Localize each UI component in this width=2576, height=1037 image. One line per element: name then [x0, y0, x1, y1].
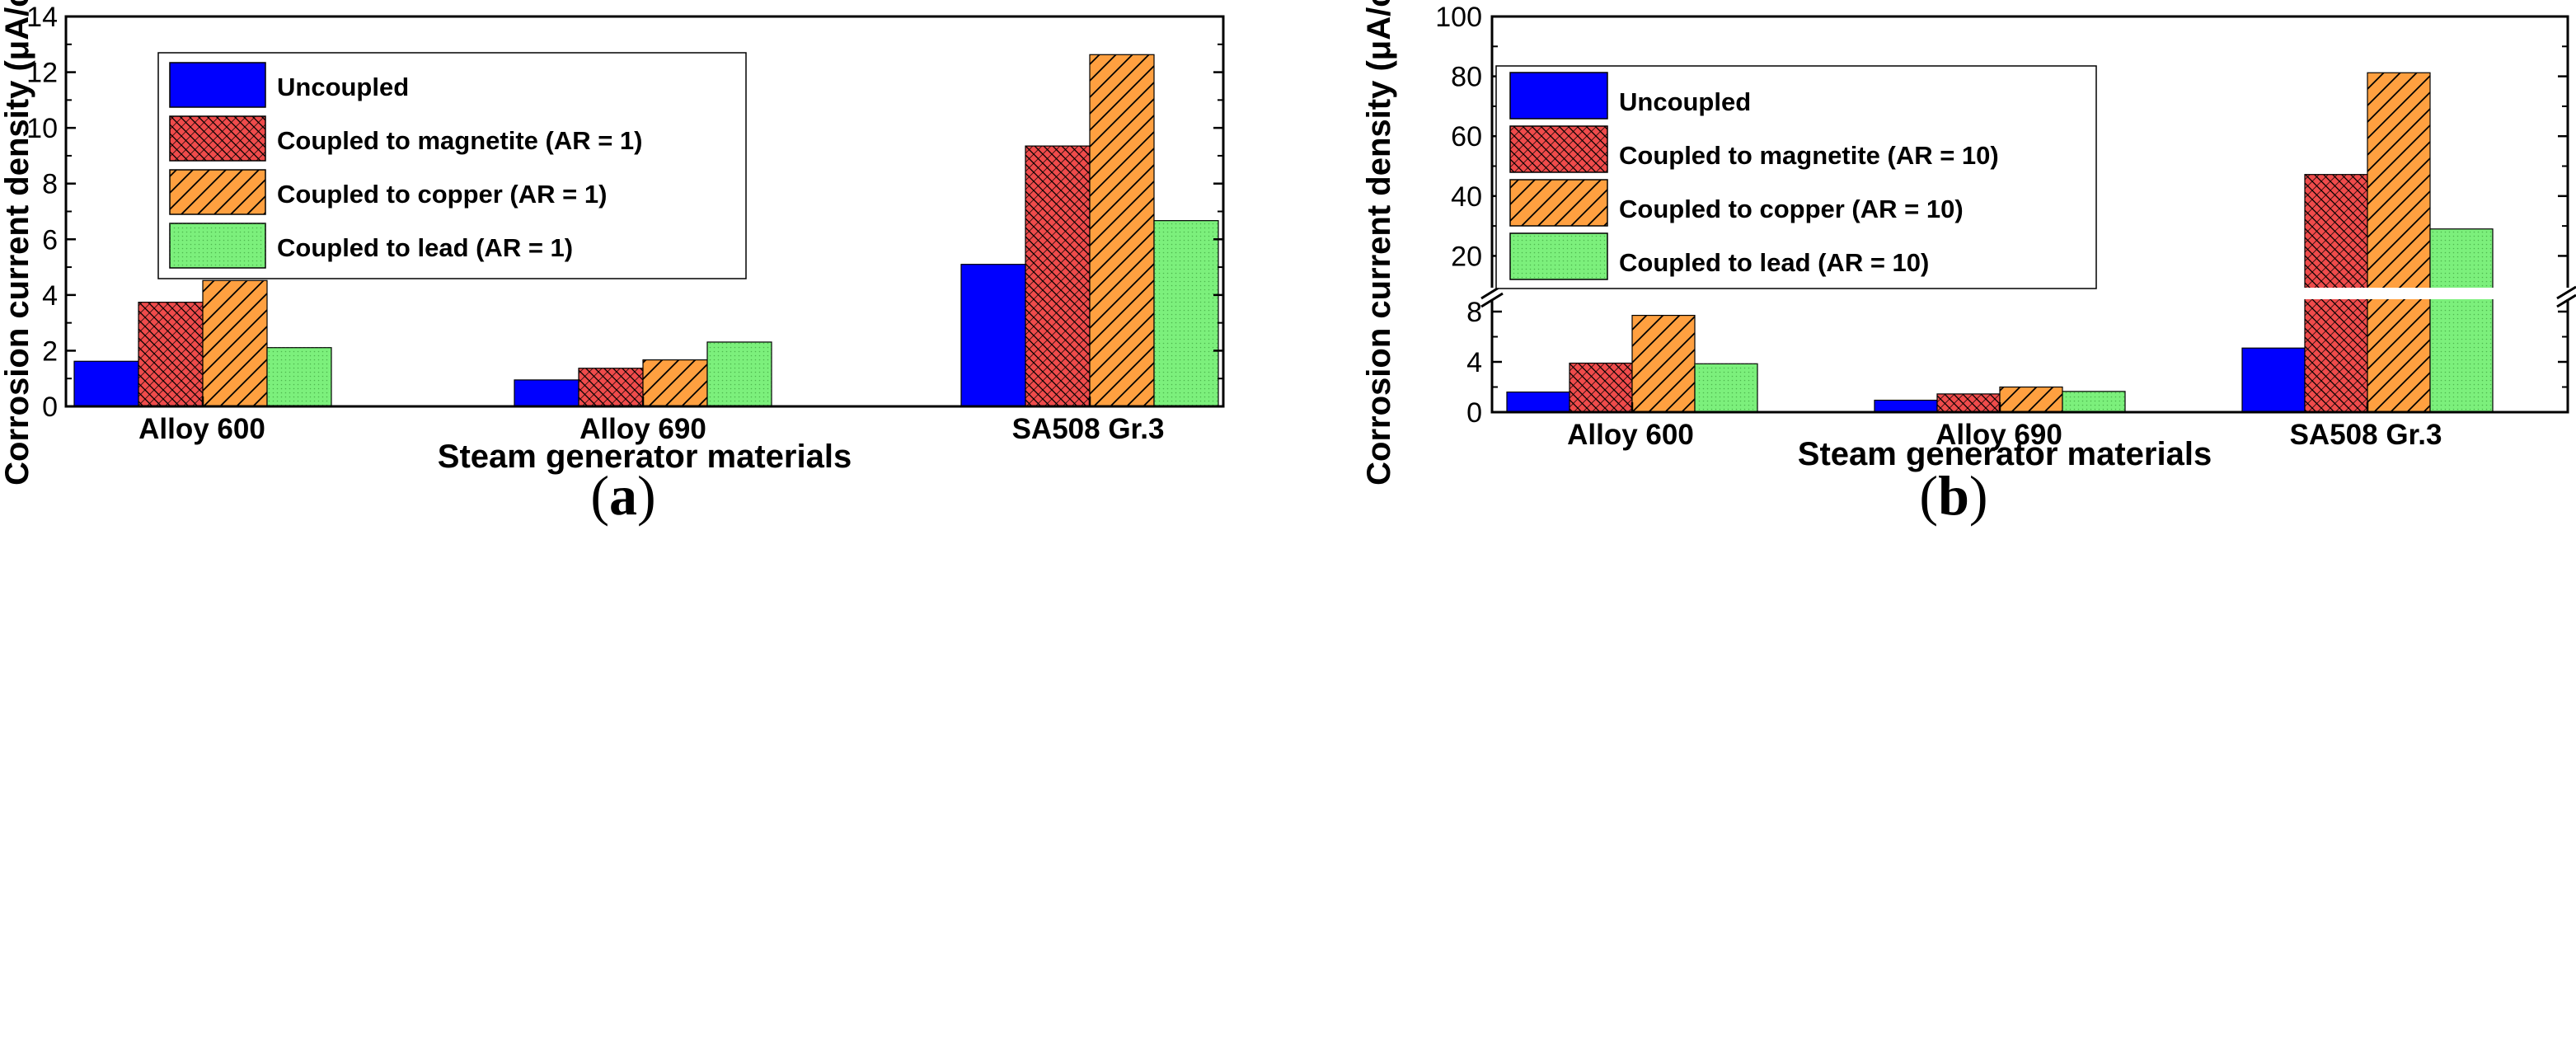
panel-a-bars	[73, 54, 1219, 407]
panel-a-bar-magnetite-1-pattern	[579, 368, 643, 406]
panel-b-bar-uncoupled-0	[1506, 392, 1570, 413]
legend-swatch-uncoupled	[169, 62, 266, 108]
panel-b-bar-lead-0-pattern	[1695, 364, 1757, 412]
panel-a-y-tick-label: 4	[42, 280, 58, 312]
panel-b-bar-lead-2-pattern	[2430, 228, 2493, 412]
panel-b-x-axis-title: Steam generator materials	[1798, 436, 2212, 472]
legend-label-lead: Coupled to lead (AR = 1)	[277, 233, 573, 262]
panel-a-bar-copper-2-pattern	[1090, 54, 1154, 406]
panel-a-bar-lead-1-pattern	[707, 341, 772, 406]
panel-a: 0 2 4 6 8 10 12 14 Alloy 600 Alloy 690 SA508 Gr…	[0, 0, 1225, 527]
panel-b-y-tick-label: 8	[1466, 297, 1482, 328]
legend-label-magnetite: Coupled to magnetite (AR = 10)	[1619, 141, 1999, 170]
panel-b-category-label: SA508 Gr.3	[2290, 419, 2442, 451]
panel-b-bar-copper-0-pattern	[1632, 315, 1695, 412]
panel-a-label: (a)	[590, 464, 655, 527]
panel-a-bar-magnetite-0-pattern	[138, 302, 203, 406]
panel-a-bar-copper-0-pattern	[203, 280, 267, 406]
panel-b-bar-uncoupled-2	[2241, 347, 2306, 413]
panel-a-bar-lead-0-pattern	[267, 347, 331, 406]
legend-label-uncoupled: Uncoupled	[277, 73, 409, 101]
panel-b-category-label: Alloy 600	[1567, 419, 1694, 451]
panel-a-y-tick-label: 8	[42, 169, 58, 200]
panel-b-y-tick-label: 4	[1466, 347, 1482, 378]
panel-b-y-tick-label: 80	[1451, 62, 1482, 93]
panel-a-x-ticks	[201, 396, 1091, 406]
panel-a-category-label: Alloy 690	[579, 413, 706, 445]
panel-a-bar-magnetite-2-pattern	[1025, 146, 1090, 406]
legend-label-lead: Coupled to lead (AR = 10)	[1619, 248, 1929, 277]
panel-b-bars	[1506, 72, 2494, 413]
panel-b-bar-magnetite-0-pattern	[1570, 363, 1632, 412]
panel-b: 0 4 8 20 40 60 80 100 Alloy 600 Alloy 690 SA508…	[1357, 0, 2576, 527]
legend-swatch-lead-dots	[170, 223, 265, 268]
panel-b-y-tick-label: 20	[1451, 241, 1482, 272]
panel-a-y-tick-label: 14	[26, 2, 58, 33]
panel-b-break-gap	[1480, 288, 2576, 299]
panel-a-bar-lead-2-pattern	[1154, 220, 1218, 406]
panel-b-y-tick-label: 60	[1451, 121, 1482, 152]
panel-b-label: (b)	[1919, 464, 1987, 527]
legend-swatch-magnetite-hatch	[1510, 126, 1607, 172]
panel-b-bar-uncoupled-1	[1874, 399, 1938, 413]
panel-b-y-tick-label: 40	[1451, 181, 1482, 213]
panel-b-break-mark-right	[2556, 285, 2576, 308]
panel-b-bar-magnetite-1-pattern	[1937, 393, 2000, 412]
legend-swatch-copper-hatch	[1510, 180, 1607, 226]
panel-a-category-label: SA508 Gr.3	[1012, 413, 1165, 445]
panel-b-y-tick-label: 100	[1435, 2, 1482, 33]
legend-label-copper: Coupled to copper (AR = 10)	[1619, 195, 1964, 223]
panel-a-legend: Uncoupled Coupled to magnetite (AR = 1) …	[157, 52, 747, 279]
panel-b-bar-copper-1-pattern	[2000, 387, 2062, 412]
panel-b-x-ticks	[1631, 402, 2369, 412]
panel-a-bar-uncoupled-2	[960, 264, 1026, 407]
panel-a-y-tick-label: 0	[42, 392, 58, 423]
panel-a-y-tick-label: 10	[26, 113, 58, 144]
legend-swatch-copper-hatch	[170, 170, 265, 214]
panel-a-y-tick-label: 6	[42, 224, 58, 256]
panel-a-bar-copper-1-pattern	[643, 359, 707, 406]
legend-label-uncoupled: Uncoupled	[1619, 87, 1751, 116]
legend-swatch-lead-dots	[1510, 233, 1607, 279]
legend-label-magnetite: Coupled to magnetite (AR = 1)	[277, 126, 643, 155]
panel-b-y-axis-title: Corrosion current density (μA/cm2)	[1357, 0, 1397, 486]
panel-b-y-tick-label: 0	[1466, 397, 1482, 429]
legend-swatch-magnetite-hatch	[170, 116, 265, 161]
panel-b-category-label: Alloy 690	[1936, 419, 2062, 451]
panel-a-x-axis-title: Steam generator materials	[438, 439, 852, 475]
panel-b-bar-lead-1-pattern	[2062, 391, 2125, 412]
legend-label-copper: Coupled to copper (AR = 1)	[277, 180, 607, 209]
panel-a-y-tick-label: 2	[42, 336, 58, 367]
panel-a-y-ticks: 0 2 4 6 8 10 12 14	[26, 2, 1223, 423]
panel-a-bar-uncoupled-1	[514, 379, 579, 407]
panel-b-bar-copper-2-pattern	[2367, 73, 2430, 413]
panel-a-y-tick-label: 12	[26, 58, 58, 89]
legend-swatch-uncoupled	[1509, 72, 1608, 120]
panel-a-bar-uncoupled-0	[73, 360, 139, 407]
panel-a-category-label: Alloy 600	[138, 413, 265, 445]
panel-b-legend: Uncoupled Coupled to magnetite (AR = 10)…	[1495, 65, 2097, 289]
panel-a-y-axis-title: Corrosion current density (μA/cm2)	[0, 0, 35, 486]
